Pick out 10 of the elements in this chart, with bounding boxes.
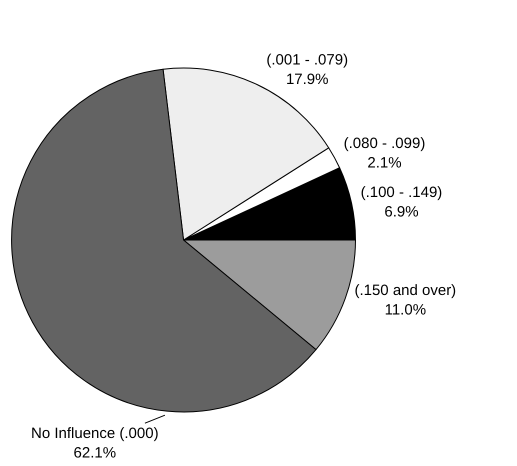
slice-label: (.100 - .149) [360, 184, 442, 201]
data-label: 2.1% [367, 154, 402, 172]
slice-label: No Influence (.000) [31, 425, 159, 442]
data-label: 6.9% [384, 203, 419, 220]
data-label: 62.1% [74, 444, 116, 462]
slice-label: (.001 - .079) [266, 51, 348, 68]
data-label: 17.9% [286, 70, 328, 88]
data-label: 11.0% [384, 302, 426, 319]
slice-label: (.150 and over) [354, 282, 456, 300]
slice-label: (.080 - .099) [344, 135, 426, 152]
